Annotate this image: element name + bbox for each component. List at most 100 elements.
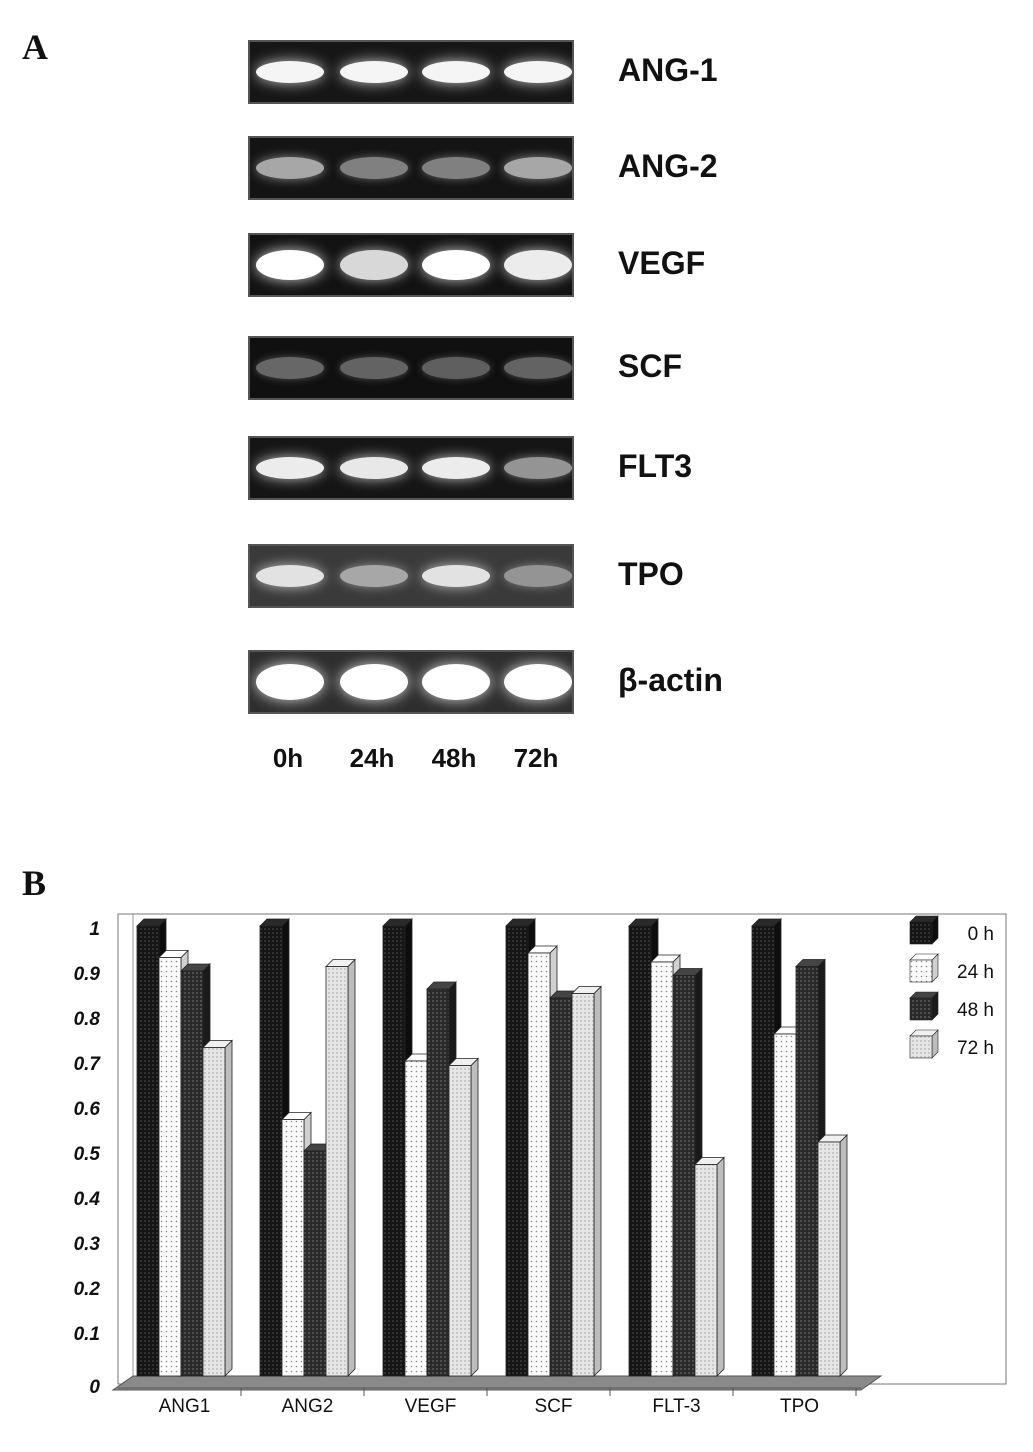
bar-front	[795, 966, 819, 1377]
gel-band	[504, 357, 572, 379]
legend-swatch	[909, 1035, 933, 1059]
bar-side	[839, 1134, 848, 1377]
y-tick-label: 0.5	[74, 1144, 101, 1165]
y-tick-label: 0.4	[74, 1189, 101, 1210]
lane-label: 72h	[513, 743, 559, 773]
legend-swatch	[909, 997, 933, 1021]
bar-SCF-72h	[571, 985, 602, 1377]
gel-strip-4	[248, 436, 574, 500]
bar-front	[382, 925, 406, 1377]
gel-strip-2	[248, 233, 574, 297]
bar-front	[751, 925, 775, 1377]
gel-band	[504, 457, 572, 479]
legend-item: 0 h	[909, 915, 994, 945]
gel-band	[422, 565, 490, 587]
gel-band	[422, 664, 490, 700]
bar-ANG1-72h	[202, 1039, 233, 1377]
bar-side	[593, 985, 602, 1377]
bar-front	[202, 1047, 226, 1377]
gel-band	[256, 157, 324, 179]
bar-ANG2-72h	[325, 958, 356, 1377]
bar-front	[571, 993, 595, 1377]
gel-band	[340, 664, 408, 700]
panel-b-letter: B	[22, 863, 47, 903]
gel-band	[504, 250, 572, 280]
bar-front	[158, 957, 182, 1377]
gel-strip-3	[248, 336, 574, 400]
gel-band	[340, 250, 408, 280]
y-tick-label: 0.1	[74, 1324, 100, 1345]
gel-band	[256, 61, 324, 83]
x-tick-label: VEGF	[405, 1396, 457, 1417]
y-tick-label: 0.3	[74, 1234, 101, 1255]
y-tick-label: 1	[89, 919, 100, 940]
legend-label: 0 h	[968, 924, 994, 945]
bar-front	[773, 1033, 797, 1377]
bar-front	[505, 925, 529, 1377]
gel-band	[256, 250, 324, 280]
bar-front	[650, 961, 674, 1377]
gel-band	[340, 457, 408, 479]
bar-front	[303, 1150, 327, 1377]
bar-front	[325, 966, 349, 1377]
gel-band	[504, 157, 572, 179]
bar-side	[224, 1039, 233, 1377]
x-tick-label: TPO	[780, 1396, 819, 1417]
panel-a-letter: A	[22, 27, 48, 67]
bar-side	[347, 958, 356, 1377]
gel-band	[256, 457, 324, 479]
bar-front	[549, 997, 573, 1377]
bar-front	[259, 925, 283, 1377]
bar-front	[281, 1119, 305, 1377]
lane-label: 0h	[272, 743, 304, 773]
legend-label: 24 h	[957, 962, 994, 983]
gene-label: TPO	[618, 556, 684, 592]
gel-band	[340, 157, 408, 179]
bar-front	[180, 970, 204, 1377]
bar-TPO-72h	[817, 1134, 848, 1377]
legend-swatch	[909, 921, 933, 945]
gel-band	[256, 565, 324, 587]
legend-swatch	[909, 959, 933, 983]
bar-front	[694, 1164, 718, 1377]
gel-strip-6	[248, 650, 574, 714]
gel-strip-0	[248, 40, 574, 104]
gel-band	[340, 565, 408, 587]
gene-label: FLT3	[618, 448, 693, 484]
x-tick-label: SCF	[535, 1396, 573, 1417]
lane-label: 24h	[349, 743, 395, 773]
gel-band	[422, 357, 490, 379]
bar-VEGF-72h	[448, 1057, 479, 1377]
bar-side	[470, 1057, 479, 1377]
y-tick-label: 0	[89, 1377, 100, 1398]
gel-band	[340, 61, 408, 83]
gene-label: SCF	[618, 348, 682, 384]
gel-band	[422, 61, 490, 83]
bar-front	[404, 1060, 428, 1377]
bar-front	[426, 988, 450, 1377]
y-tick-label: 0.9	[74, 964, 101, 985]
x-tick-label: ANG2	[282, 1396, 334, 1417]
legend-label: 48 h	[957, 1000, 994, 1021]
y-tick-label: 0.2	[74, 1279, 101, 1300]
bar-front	[817, 1141, 841, 1377]
y-tick-label: 0.6	[74, 1099, 101, 1120]
gene-label: ANG-2	[618, 148, 718, 184]
gel-band	[340, 357, 408, 379]
gene-label: VEGF	[618, 245, 706, 281]
y-tick-label: 0.8	[74, 1009, 101, 1030]
bar-front	[672, 975, 696, 1377]
lane-label: 48h	[431, 743, 477, 773]
legend-item: 48 h	[909, 991, 994, 1021]
legend-item: 72 h	[909, 1029, 994, 1059]
gel-band	[256, 664, 324, 700]
legend-label: 72 h	[957, 1038, 994, 1059]
gel-band	[504, 565, 572, 587]
gel-band	[422, 457, 490, 479]
gene-label: β-actin	[618, 662, 723, 698]
bar-front	[628, 925, 652, 1377]
gel-band	[256, 357, 324, 379]
bar-side	[716, 1156, 725, 1377]
x-tick-label: ANG1	[159, 1396, 211, 1417]
gel-band	[504, 61, 572, 83]
